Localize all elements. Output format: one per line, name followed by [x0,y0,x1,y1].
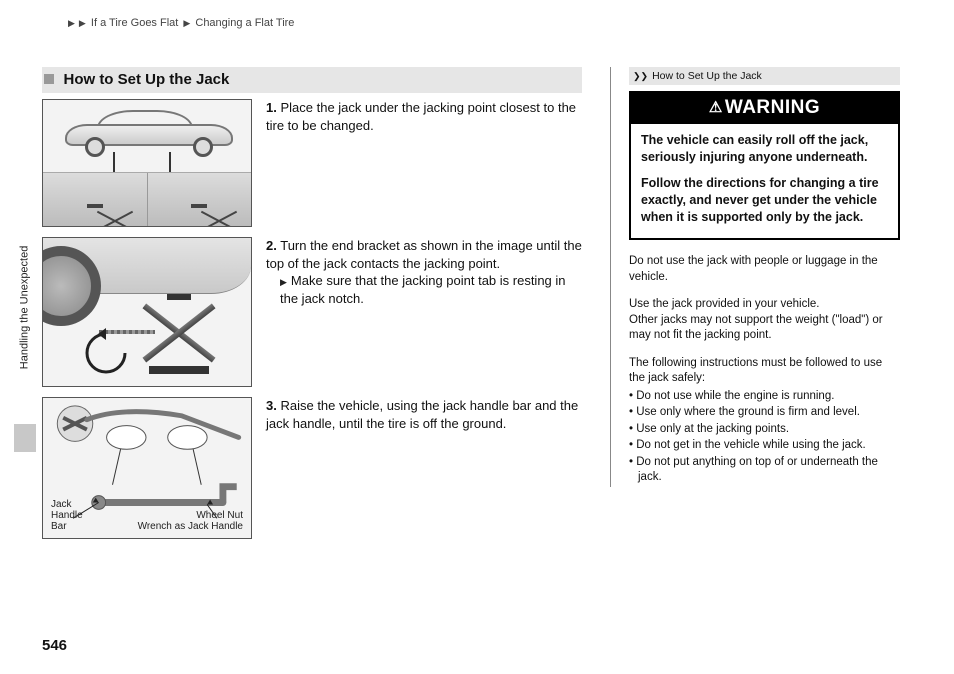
step-number: 3. [266,398,277,413]
step-row: Jack Handle Bar Wheel Nut Wrench as Jack… [42,397,582,539]
warning-box: ⚠WARNING The vehicle can easily roll off… [629,91,900,240]
step-body: Turn the end bracket as shown in the ima… [266,238,582,271]
page-number: 546 [42,636,67,656]
main-column: How to Set Up the Jack [42,67,582,549]
warning-paragraph: Follow the directions for changing a tir… [641,175,888,226]
figure-label-bar: Jack Handle Bar [51,499,83,532]
triangle-icon: ▶ [79,18,86,28]
spine-label: Handling the Unexpected [18,246,33,370]
list-item: Do not get in the vehicle while using th… [629,438,900,454]
list-item: Use only where the ground is firm and le… [629,405,900,421]
tip-title: How to Set Up the Jack [652,70,762,82]
page: Handling the Unexpected ▶ ▶ If a Tire Goe… [0,0,954,674]
note-paragraph: Do not use the jack with people or lugga… [629,254,900,285]
step-sub: Make sure that the jacking point tab is … [280,272,582,307]
step-row: 2. Turn the end bracket as shown in the … [42,237,582,387]
step-body: Raise the vehicle, using the jack handle… [266,398,578,431]
side-notes: Do not use the jack with people or lugga… [629,254,900,486]
step-body: Place the jack under the jacking point c… [266,100,576,133]
step-text: 2. Turn the end bracket as shown in the … [266,237,582,307]
warning-icon: ⚠ [709,98,723,118]
tip-header: ❯❯ How to Set Up the Jack [629,67,900,85]
spine-tab [14,424,36,452]
safety-list: Do not use while the engine is running. … [629,389,900,486]
note-paragraph: Use the jack provided in your vehicle. O… [629,297,900,344]
triangle-icon: ▶ [68,18,75,28]
breadcrumb-seg: Changing a Flat Tire [195,17,294,29]
step-text: 1. Place the jack under the jacking poin… [266,99,582,134]
rotate-arrow-icon [81,328,131,378]
list-item: Do not use while the engine is running. [629,389,900,405]
step-number: 2. [266,238,277,253]
square-bullet-icon [44,74,54,84]
warning-paragraph: The vehicle can easily roll off the jack… [641,132,888,166]
section-title: How to Set Up the Jack [63,71,229,88]
figure-jack-under-car [42,237,252,387]
breadcrumb: ▶ ▶ If a Tire Goes Flat ▶ Changing a Flat… [66,16,912,31]
breadcrumb-seg: If a Tire Goes Flat [91,17,178,29]
note-paragraph: The following instructions must be follo… [629,356,900,387]
chevron-icon: ❯❯ [633,71,648,81]
warning-body: The vehicle can easily roll off the jack… [631,124,898,238]
list-item: Do not put anything on top of or underne… [629,455,900,486]
warning-header: ⚠WARNING [631,93,898,124]
step-row: 1. Place the jack under the jacking poin… [42,99,582,227]
list-item: Use only at the jacking points. [629,422,900,438]
figure-label-wrench: Wheel Nut Wrench as Jack Handle [138,510,243,532]
step-number: 1. [266,100,277,115]
spine: Handling the Unexpected [14,0,36,674]
warning-title: WARNING [725,97,820,118]
sidebar-column: ❯❯ How to Set Up the Jack ⚠WARNING The ve… [610,67,900,487]
section-title-bar: How to Set Up the Jack [42,67,582,93]
figure-jacking-points [42,99,252,227]
figure-jack-tools: Jack Handle Bar Wheel Nut Wrench as Jack… [42,397,252,539]
triangle-icon: ▶ [183,18,190,28]
step-text: 3. Raise the vehicle, using the jack han… [266,397,582,432]
